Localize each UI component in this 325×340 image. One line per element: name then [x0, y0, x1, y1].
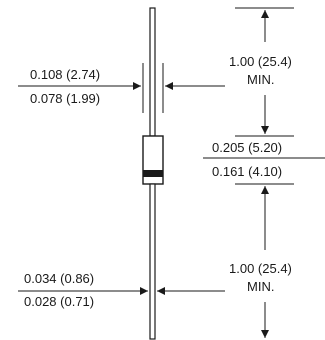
dim-lead-diameter-pair: 0.108 (2.74) 0.078 (1.99): [18, 63, 225, 113]
dim-wire-diameter: 0.034 (0.86) 0.028 (0.71): [18, 271, 225, 309]
lead-length-bottom-value: 1.00 (25.4): [229, 261, 292, 276]
diode-component: [142, 7, 164, 340]
dim-lead-length-top: 1.00 (25.4) MIN.: [229, 7, 294, 134]
dim-body-length: 0.205 (5.20) 0.161 (4.10): [203, 135, 325, 185]
wire-diameter-min: 0.028 (0.71): [24, 294, 94, 309]
lead-diameter-max: 0.108 (2.74): [30, 67, 100, 82]
lead-length-bottom-note: MIN.: [247, 279, 274, 294]
body-length-max: 0.205 (5.20): [212, 140, 282, 155]
top-lead: [149, 7, 156, 137]
lead-length-top-value: 1.00 (25.4): [229, 54, 292, 69]
lead-diameter-min: 0.078 (1.99): [30, 91, 100, 106]
cathode-band: [143, 170, 163, 177]
lead-length-top-note: MIN.: [247, 72, 274, 87]
body-length-min: 0.161 (4.10): [212, 164, 282, 179]
wire-diameter-max: 0.034 (0.86): [24, 271, 94, 286]
bottom-lead: [149, 183, 156, 340]
dim-lead-length-bottom: 1.00 (25.4) MIN.: [229, 186, 292, 338]
